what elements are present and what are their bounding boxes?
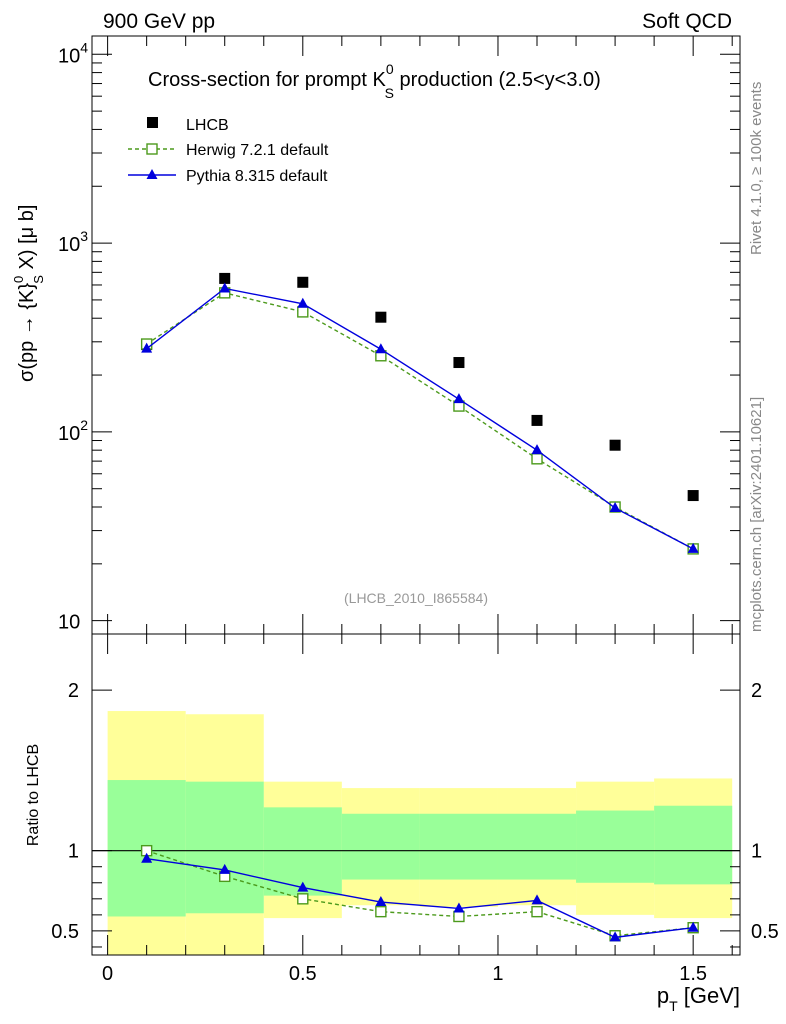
data-point-herwig	[297, 306, 309, 318]
legend-marker-pythia	[146, 169, 158, 179]
ratio-frame	[91, 633, 741, 956]
data-point-lhcb	[453, 357, 465, 369]
band-inner-bin	[263, 807, 342, 896]
main-y-tick-label: 10	[58, 612, 80, 634]
x-axis-label: pT [GeV]	[657, 983, 740, 1014]
data-point-lhcb	[375, 311, 387, 323]
legend-marker-herwig	[146, 143, 158, 155]
data-point-pythia	[219, 282, 231, 293]
data-point-pythia	[687, 542, 699, 553]
ratio-point-pythia	[375, 896, 387, 907]
ratio-y-tick-label-right: 2	[751, 680, 762, 702]
ratio-point-herwig	[531, 905, 543, 918]
band-inner-bin	[497, 813, 577, 880]
main-y-label: σ(pp → {K}0 S X) [μ b]	[11, 205, 46, 382]
series-line-pythia	[146, 287, 694, 550]
x-tick-label: 0.5	[289, 963, 317, 985]
data-point-lhcb	[219, 272, 231, 284]
legend-label-herwig: Herwig 7.2.1 default	[186, 142, 329, 159]
x-tick-label: 1.5	[679, 963, 707, 985]
process-label: Soft QCD	[642, 10, 732, 33]
rivet-label: Rivet 4.1.0, ≥ 100k events	[748, 82, 765, 255]
main-y-tick-label: 104	[58, 39, 88, 67]
legend-label-lhcb: LHCB	[186, 117, 229, 134]
ratio-tick-labels: 0.5 0.5 1 1 2 2 0 0.5 1 1.5	[51, 680, 779, 985]
ratio-ticks	[92, 634, 740, 955]
data-point-pythia	[453, 393, 465, 404]
data-point-pythia	[531, 444, 543, 455]
ratio-y-tick-label-left: 2	[68, 680, 79, 702]
ratio-series	[140, 844, 699, 942]
data-point-pythia	[297, 297, 309, 308]
legend-label-pythia: Pythia 8.315 default	[186, 168, 328, 185]
energy-label: 900 GeV pp	[103, 10, 215, 33]
band-inner-bin	[419, 813, 498, 880]
ratio-y-tick-label-left: 1	[68, 841, 79, 863]
data-point-lhcb	[531, 414, 543, 426]
ratio-line-herwig	[146, 850, 694, 937]
ratio-point-pythia	[219, 863, 231, 874]
x-tick-label: 0	[102, 963, 113, 985]
ratio-panel: 0.5 0.5 1 1 2 2 0 0.5 1 1.5 Ratio to LHCB pT [GeV…	[25, 633, 779, 1014]
ratio-point-pythia	[609, 931, 621, 942]
ratio-y-tick-label-left: 0.5	[51, 921, 79, 943]
main-y-tick-label: 103	[58, 228, 88, 256]
ratio-point-pythia	[297, 881, 309, 892]
legend-marker-lhcb	[147, 117, 158, 128]
main-y-tick-label: 102	[58, 417, 88, 445]
main-title: Cross-section for prompt K0 S production …	[148, 61, 601, 101]
ratio-point-pythia	[687, 921, 699, 932]
ratio-point-herwig	[297, 893, 309, 905]
data-point-pythia	[375, 343, 387, 354]
ratio-bands	[107, 711, 733, 955]
main-panel: Cross-section for prompt K0 S production …	[11, 35, 741, 635]
data-point-herwig	[531, 453, 543, 465]
ratio-point-herwig	[375, 905, 387, 918]
ratio-point-pythia	[531, 894, 543, 905]
main-ticks	[92, 36, 740, 634]
source-label: mcplots.cern.ch [arXiv:2401.10621]	[748, 397, 765, 632]
legend: LHCB Herwig 7.2.1 default Pythia 8.315 d…	[128, 117, 329, 185]
data-point-lhcb	[687, 490, 699, 502]
main-tick-labels: 10 102 103 104	[58, 39, 88, 633]
data-point-pythia	[141, 342, 153, 353]
data-point-pythia	[609, 502, 621, 513]
ratio-point-herwig	[453, 910, 465, 923]
ratio-y-label: Ratio to LHCB	[25, 744, 42, 846]
ratio-line-pythia	[146, 858, 694, 939]
data-point-lhcb	[297, 276, 309, 288]
ratio-point-pythia	[141, 852, 153, 863]
band-inner-bin	[654, 805, 733, 885]
ratio-y-tick-label-right: 0.5	[751, 921, 779, 943]
ratio-y-tick-label-right: 1	[751, 841, 762, 863]
main-series	[140, 272, 699, 555]
band-inner-bin	[341, 813, 420, 880]
analysis-id: (LHCB_2010_I865584)	[344, 590, 488, 606]
ratio-point-pythia	[453, 902, 465, 913]
band-inner-bin	[185, 781, 264, 914]
band-inner-bin	[576, 810, 655, 883]
x-tick-label: 1	[492, 963, 503, 985]
data-point-lhcb	[609, 439, 621, 451]
